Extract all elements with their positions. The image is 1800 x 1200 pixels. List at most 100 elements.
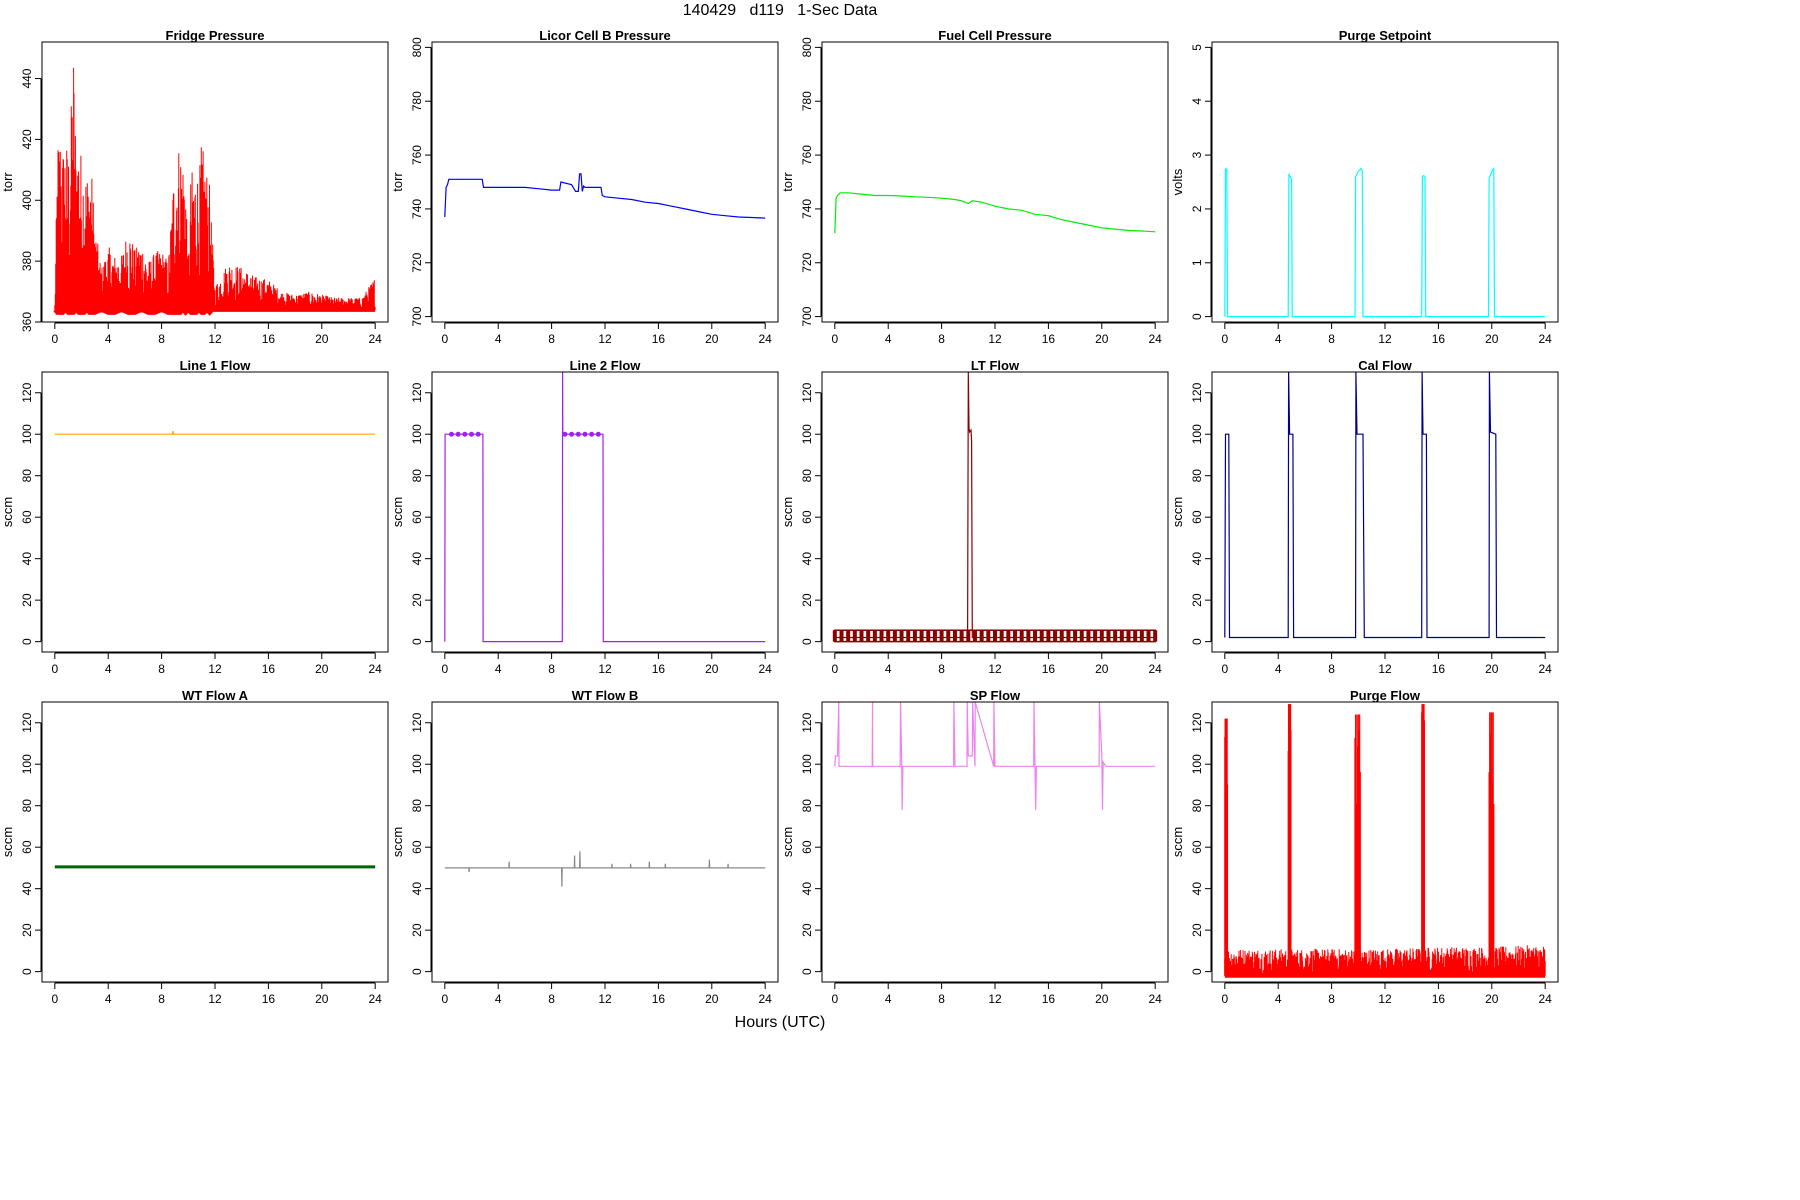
y-tick-label: 80 <box>800 799 814 813</box>
y-tick-label: 1 <box>1190 259 1204 266</box>
x-tick-label: 24 <box>759 992 773 1006</box>
plot-frame <box>1211 701 1559 983</box>
y-tick-label: 80 <box>1190 469 1204 483</box>
x-tick-label: 16 <box>262 332 276 346</box>
y-tick-label: 80 <box>1190 799 1204 813</box>
x-tick-label: 8 <box>938 662 945 676</box>
y-tick-label: 20 <box>800 923 814 937</box>
y-tick-label: 740 <box>800 199 814 219</box>
x-tick-label: 4 <box>885 332 892 346</box>
panel-fuel-cell-pressure: Fuel Cell Pressure torr 0 4 8 12 16 20 24 700 720 7… <box>780 28 1170 358</box>
x-tick-label: 24 <box>369 662 383 676</box>
x-tick-label: 12 <box>1378 332 1392 346</box>
x-tick-label: 8 <box>938 332 945 346</box>
y-tick-label: 60 <box>800 510 814 524</box>
y-tick-label: 100 <box>1190 424 1204 444</box>
x-tick-label: 8 <box>938 992 945 1006</box>
panel-title: Fridge Pressure <box>166 28 265 43</box>
y-axis-label: sccm <box>390 827 405 857</box>
x-tick-label: 16 <box>1042 332 1056 346</box>
x-tick-label: 0 <box>1221 332 1228 346</box>
x-tick-label: 16 <box>1042 992 1056 1006</box>
y-tick-label: 0 <box>1190 968 1204 975</box>
y-tick-label: 380 <box>20 251 34 271</box>
x-tick-label: 0 <box>831 332 838 346</box>
panel-wt-flow-b: WT Flow B sccm 0 4 8 12 16 20 24 0 20 40 60 80 100 120 <box>390 688 780 1018</box>
x-tick-label: 4 <box>885 992 892 1006</box>
figure-title: 140429 d119 1-Sec Data <box>682 2 878 19</box>
y-axis-label: torr <box>780 172 795 192</box>
series-line <box>54 430 376 435</box>
y-tick-label: 100 <box>20 424 34 444</box>
series-marker <box>475 431 481 437</box>
panel-title: Purge Setpoint <box>1339 28 1432 43</box>
x-tick-label: 12 <box>598 662 612 676</box>
x-tick-label: 8 <box>548 332 555 346</box>
x-tick-label: 24 <box>759 332 773 346</box>
y-tick-label: 80 <box>410 469 424 483</box>
y-axis-label: sccm <box>0 497 15 527</box>
x-tick-label: 4 <box>495 662 502 676</box>
panel-title: Line 2 Flow <box>570 358 642 373</box>
plot-frame <box>431 371 779 653</box>
x-tick-label: 24 <box>369 332 383 346</box>
x-tick-label: 0 <box>441 992 448 1006</box>
y-tick-label: 120 <box>800 712 814 732</box>
y-tick-label: 5 <box>1190 44 1204 51</box>
y-tick-label: 60 <box>1190 840 1204 854</box>
series-line <box>1224 945 1546 976</box>
x-tick-label: 12 <box>988 992 1002 1006</box>
y-tick-label: 20 <box>1190 923 1204 937</box>
series-marker <box>455 431 461 437</box>
x-tick-label: 4 <box>1275 332 1282 346</box>
y-tick-label: 40 <box>20 882 34 896</box>
y-tick-label: 4 <box>1190 98 1204 105</box>
chart-wt-flow-b: WT Flow B sccm 0 4 8 12 16 20 24 0 20 40 60 80 100 120 <box>390 688 779 1006</box>
x-tick-label: 12 <box>598 992 612 1006</box>
panel-purge-flow: Purge Flow sccm 0 4 8 12 16 20 24 0 20 40 60 80 100 120 <box>1170 688 1560 1018</box>
x-tick-label: 0 <box>831 662 838 676</box>
y-tick-label: 0 <box>1190 638 1204 645</box>
y-tick-label: 40 <box>1190 882 1204 896</box>
series-line <box>54 67 376 313</box>
x-tick-label: 16 <box>262 662 276 676</box>
x-tick-label: 4 <box>885 662 892 676</box>
x-tick-label: 8 <box>1328 332 1335 346</box>
x-tick-label: 8 <box>1328 662 1335 676</box>
chart-sp-flow: SP Flow sccm 0 4 8 12 16 20 24 0 20 40 60 80 100 120 <box>780 688 1169 1006</box>
y-axis-label: sccm <box>780 497 795 527</box>
plot-frame <box>41 41 389 323</box>
y-tick-label: 2 <box>1190 205 1204 212</box>
series-line <box>834 372 1156 639</box>
y-tick-label: 120 <box>1190 382 1204 402</box>
series-line <box>1224 166 1546 318</box>
x-tick-label: 4 <box>105 332 112 346</box>
x-tick-label: 0 <box>441 332 448 346</box>
chart-purge-flow: Purge Flow sccm 0 4 8 12 16 20 24 0 20 40 60 80 100 120 <box>1170 688 1559 1006</box>
y-tick-label: 0 <box>410 638 424 645</box>
y-tick-label: 0 <box>410 968 424 975</box>
y-axis-label: sccm <box>1170 497 1185 527</box>
x-tick-label: 20 <box>705 332 719 346</box>
y-tick-label: 720 <box>410 252 424 272</box>
panel-cal-flow: Cal Flow sccm 0 4 8 12 16 20 24 0 20 40 60 80 100 120 <box>1170 358 1560 688</box>
x-tick-label: 20 <box>315 992 329 1006</box>
panel-lt-flow: LT Flow sccm 0 4 8 12 16 20 24 0 20 40 60 80 100 120 <box>780 358 1170 688</box>
y-tick-label: 120 <box>410 712 424 732</box>
y-tick-label: 60 <box>800 840 814 854</box>
x-tick-label: 16 <box>262 992 276 1006</box>
y-axis-label: sccm <box>0 827 15 857</box>
panel-title: WT Flow A <box>182 688 249 703</box>
panel-licor-cell-b: Licor Cell B Pressure torr 0 4 8 12 16 20 24 700 7… <box>390 28 780 358</box>
x-tick-label: 0 <box>51 992 58 1006</box>
panel-title: Line 1 Flow <box>180 358 252 373</box>
y-tick-label: 0 <box>800 638 814 645</box>
x-tick-label: 20 <box>705 662 719 676</box>
y-tick-label: 40 <box>800 552 814 566</box>
y-tick-label: 60 <box>20 840 34 854</box>
y-axis-label: torr <box>0 172 15 192</box>
panel-title: Licor Cell B Pressure <box>539 28 671 43</box>
y-tick-label: 700 <box>800 306 814 326</box>
x-tick-label: 16 <box>652 992 666 1006</box>
